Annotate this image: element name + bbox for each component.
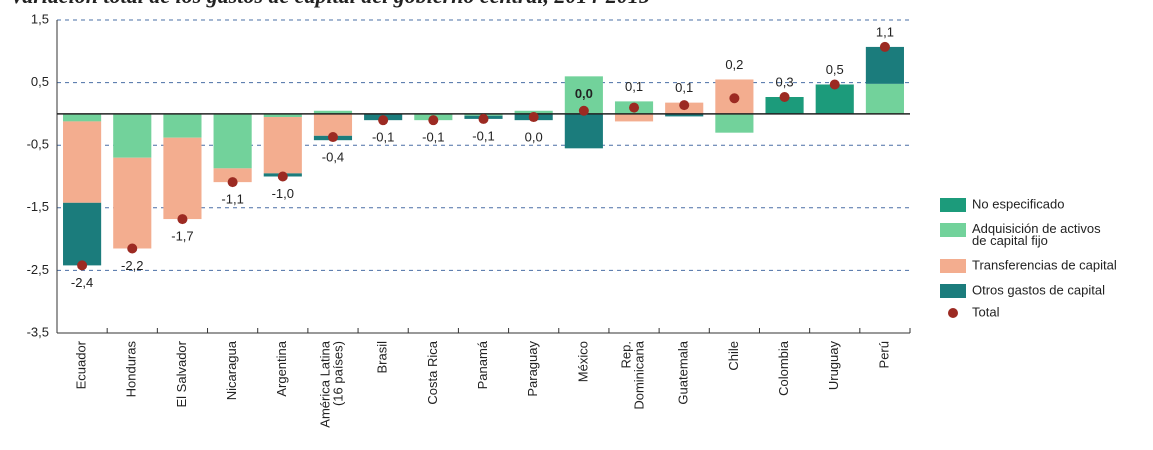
total-label: 0,1: [625, 79, 643, 94]
legend-label: Otros gastos de capital: [972, 282, 1105, 297]
x-tick-label: Colombia: [776, 340, 791, 396]
legend-swatch: [940, 259, 966, 273]
y-tick-label: -1,5: [27, 199, 49, 214]
bar-segment: [865, 46, 904, 84]
x-tick-label: Argentina: [274, 340, 289, 396]
y-tick-label: 1,5: [31, 11, 49, 26]
total-dot: [629, 102, 640, 113]
x-tick-label: Brasil: [375, 341, 390, 374]
total-label: 0,1: [675, 80, 693, 95]
total-label: 0,2: [725, 57, 743, 72]
total-label: -0,1: [372, 130, 394, 145]
chart-title: Variación total de los gastos de capital…: [10, 0, 650, 8]
bar-segment: [113, 157, 152, 249]
bar-segment: [63, 113, 102, 122]
total-dot: [277, 171, 288, 182]
total-dot: [779, 91, 790, 102]
legend-label: No especificado: [972, 196, 1065, 211]
total-label: 1,1: [876, 24, 894, 39]
y-tick-label: -3,5: [27, 324, 49, 339]
bar-segment: [765, 96, 804, 114]
total-dot: [327, 132, 338, 143]
bar-segment: [313, 110, 353, 114]
total-label: -0,4: [322, 150, 344, 165]
total-dot: [478, 113, 489, 124]
legend-label: Total: [972, 304, 1000, 319]
legend-dot: [948, 308, 958, 318]
y-tick-label: -2,5: [27, 262, 49, 277]
total-label: 0,5: [826, 62, 844, 77]
legend-swatch: [940, 223, 966, 237]
bar-segment: [614, 113, 654, 122]
total-label: 0,3: [776, 74, 794, 89]
total-dot: [428, 115, 439, 126]
total-label: -0,1: [422, 130, 444, 145]
bar-segment: [163, 113, 202, 138]
x-tick-label: Uruguay: [826, 341, 841, 391]
total-dot: [729, 93, 740, 104]
bar-segment: [63, 121, 102, 203]
bar-segment: [313, 113, 353, 136]
total-label: -1,7: [171, 229, 193, 244]
x-tick-label: Perú: [876, 341, 891, 368]
bar-segment: [63, 202, 102, 266]
x-tick-label: Paraguay: [525, 341, 540, 397]
x-tick-label: Panamá: [475, 340, 490, 389]
total-label: -2,4: [71, 275, 93, 290]
legend-swatch: [940, 198, 966, 212]
x-tick-label: América Latina(16 países): [318, 340, 346, 427]
bar-segment: [715, 113, 754, 133]
x-tick-label: Nicaragua: [224, 340, 239, 400]
legend-label: Transferencias de capital: [972, 257, 1117, 272]
total-dot: [578, 105, 589, 116]
x-tick-label: Guatemala: [676, 340, 691, 404]
bar-segment: [163, 137, 202, 220]
bar-segment: [564, 113, 603, 149]
y-tick-label: -0,5: [27, 137, 49, 152]
bar-segment: [113, 113, 152, 158]
total-dot: [879, 41, 890, 52]
total-dot: [177, 214, 188, 225]
legend-label: Adquisición de activos de capital fijo: [972, 221, 1101, 248]
legend-swatch: [940, 284, 966, 298]
bar-segment: [213, 113, 252, 169]
total-dot: [77, 260, 88, 271]
x-tick-label: Rep.Dominicana: [619, 340, 647, 409]
x-tick-label: México: [575, 341, 590, 382]
x-tick-label: Honduras: [124, 341, 139, 398]
total-dot: [127, 243, 138, 254]
total-dot: [227, 177, 238, 188]
total-dot: [829, 79, 840, 90]
total-dot: [528, 112, 539, 123]
bar-segment: [865, 83, 904, 114]
total-dot: [378, 115, 389, 126]
total-label: -2,2: [121, 258, 143, 273]
total-label: -0,1: [472, 128, 494, 143]
x-tick-label: El Salvador: [174, 340, 189, 407]
x-tick-label: Costa Rica: [425, 340, 440, 404]
bar-segment: [263, 113, 302, 118]
x-tick-label: Ecuador: [74, 340, 89, 389]
total-dot: [679, 100, 690, 111]
total-label: -1,0: [272, 186, 294, 201]
y-tick-label: 0,5: [31, 74, 49, 89]
bar-segment: [263, 117, 302, 174]
total-label: 0,0: [575, 86, 593, 101]
bar-segment: [213, 168, 252, 183]
total-label: 0,0: [525, 130, 543, 145]
x-tick-label: Chile: [726, 341, 741, 371]
total-label: -1,1: [221, 192, 243, 207]
bar-segment: [665, 113, 704, 117]
